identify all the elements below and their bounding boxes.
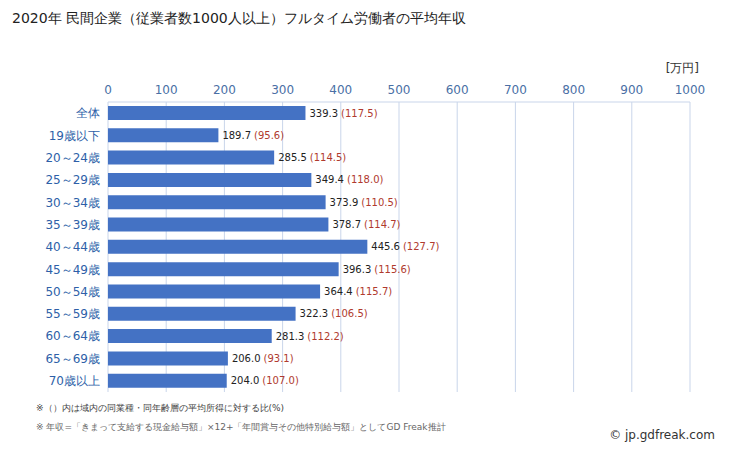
- svg-text:55～59歳: 55～59歳: [45, 307, 100, 321]
- svg-text:全体: 全体: [76, 106, 100, 120]
- html-text:2020年 民間企業（従業者数1000人以上）フルタイム労働: 2020年 民間企業（従業者数1000人以上）フルタイム労働者の平均年収: [12, 10, 466, 26]
- svg-text:500: 500: [388, 83, 411, 97]
- svg-text:204.0(107.0): 204.0(107.0): [231, 375, 299, 386]
- svg-text:0: 0: [104, 83, 112, 97]
- svg-text:35～39歳: 35～39歳: [45, 218, 100, 232]
- svg-text:30～34歳: 30～34歳: [45, 196, 100, 210]
- svg-text:25～29歳: 25～29歳: [45, 173, 100, 187]
- svg-text:206.0(93.1): 206.0(93.1): [232, 353, 294, 364]
- svg-text:300: 300: [271, 83, 294, 97]
- html-text:© jp.gdfreak.com: © jp.gdfreak.com: [609, 428, 715, 442]
- svg-text:378.7(114.7): 378.7(114.7): [332, 219, 400, 230]
- svg-text:700: 700: [504, 83, 527, 97]
- svg-text:900: 900: [620, 83, 643, 97]
- svg-text:1000: 1000: [675, 83, 706, 97]
- svg-text:800: 800: [562, 83, 585, 97]
- svg-text:65～69歳: 65～69歳: [45, 352, 100, 366]
- svg-text:20～24歳: 20～24歳: [45, 151, 100, 165]
- html-text:※ 年収=「きまって支給する現金給与額」×12+「年間賞与そ: ※ 年収=「きまって支給する現金給与額」×12+「年間賞与その他特別給与額」とし…: [36, 422, 446, 432]
- svg-text:373.9(110.5): 373.9(110.5): [330, 197, 398, 208]
- svg-text:364.4(115.7): 364.4(115.7): [324, 286, 392, 297]
- svg-text:189.7(95.6): 189.7(95.6): [222, 130, 284, 141]
- svg-text:445.6(127.7): 445.6(127.7): [371, 241, 439, 252]
- svg-text:70歳以上: 70歳以上: [49, 374, 100, 388]
- svg-text:285.5(114.5): 285.5(114.5): [278, 152, 346, 163]
- svg-text:100: 100: [155, 83, 178, 97]
- svg-text:50～54歳: 50～54歳: [45, 285, 100, 299]
- svg-text:19歳以下: 19歳以下: [49, 129, 100, 143]
- html-text:[万円]: [万円]: [665, 61, 699, 75]
- svg-text:349.4(118.0): 349.4(118.0): [315, 174, 383, 185]
- svg-text:281.3(112.2): 281.3(112.2): [276, 331, 344, 342]
- svg-text:339.3(117.5): 339.3(117.5): [309, 108, 377, 119]
- svg-text:200: 200: [213, 83, 236, 97]
- html-text:※（）内は域内の同業種・同年齢層の平均所得に対する比(%): ※（）内は域内の同業種・同年齢層の平均所得に対する比(%): [36, 403, 285, 413]
- svg-text:40～44歳: 40～44歳: [45, 240, 100, 254]
- svg-text:60～64歳: 60～64歳: [45, 329, 100, 343]
- svg-text:400: 400: [329, 83, 352, 97]
- svg-text:45～49歳: 45～49歳: [45, 263, 100, 277]
- svg-text:600: 600: [446, 83, 469, 97]
- svg-text:396.3(115.6): 396.3(115.6): [343, 264, 411, 275]
- svg-text:322.3(106.5): 322.3(106.5): [300, 308, 368, 319]
